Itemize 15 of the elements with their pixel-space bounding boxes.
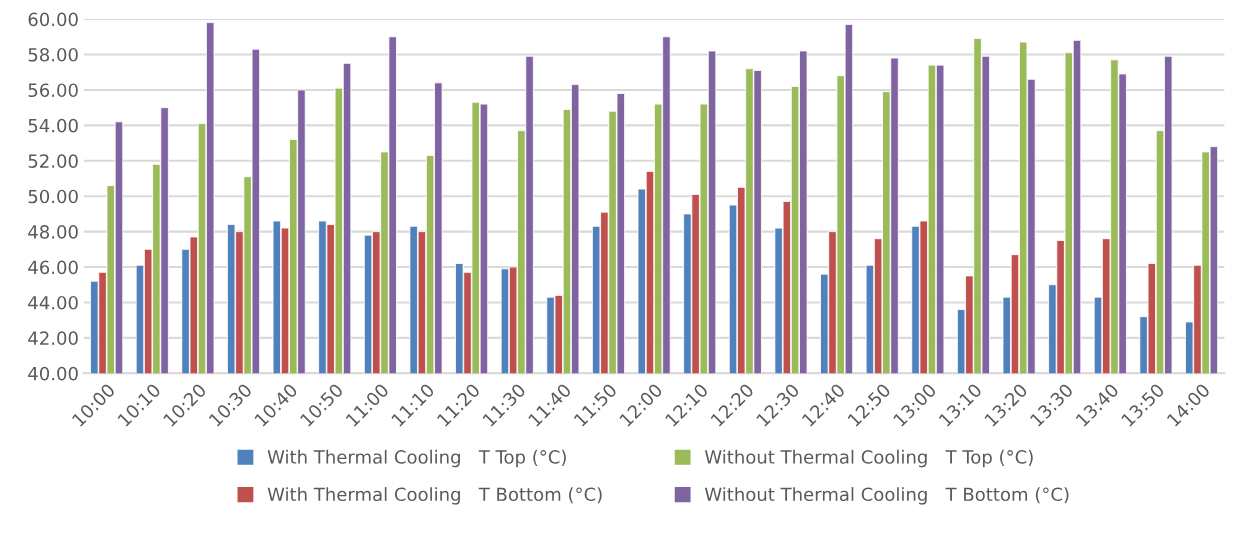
y-tick-label: 42.00 (28, 331, 78, 346)
y-tick-label: 44.00 (28, 295, 78, 310)
y-tick-label: 40.00 (28, 366, 78, 381)
y-tick-label: 54.00 (28, 118, 78, 133)
legend-label: With Thermal Cooling T Top (°C) (267, 449, 566, 468)
legend-label: Without Thermal Cooling T Top (°C) (704, 449, 1033, 468)
y-tick-label: 60.00 (28, 12, 78, 27)
y-tick-label: 48.00 (28, 225, 78, 239)
y-tick-label: 50.00 (28, 189, 78, 204)
y-tick-label: 56.00 (28, 83, 78, 98)
y-tick-label: 58.00 (28, 47, 78, 62)
y-tick-label: 52.00 (28, 154, 78, 168)
y-tick-label: 46.00 (28, 260, 78, 275)
legend-label: With Thermal Cooling T Bottom (°C) (267, 487, 602, 505)
legend-label: Without Thermal Cooling T Bottom (°C) (704, 487, 1069, 505)
